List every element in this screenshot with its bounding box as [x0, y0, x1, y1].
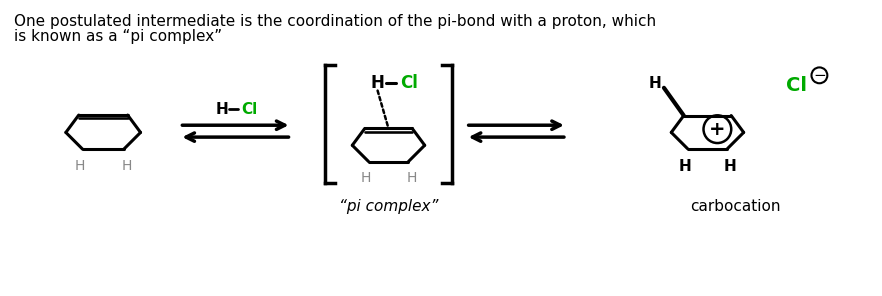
Text: Cl: Cl [400, 74, 418, 92]
Text: H: H [370, 74, 385, 92]
Text: H: H [648, 76, 662, 91]
Text: Cl: Cl [241, 102, 258, 117]
Text: H: H [361, 171, 370, 185]
Text: −: − [813, 68, 826, 83]
Text: H: H [678, 159, 691, 173]
Text: Cl: Cl [786, 76, 807, 95]
Text: H: H [407, 171, 416, 185]
Text: One postulated intermediate is the coordination of the pi-bond with a proton, wh: One postulated intermediate is the coord… [14, 14, 656, 29]
Text: “pi complex”: “pi complex” [339, 199, 438, 214]
Text: H: H [215, 102, 228, 117]
Text: H: H [122, 159, 132, 173]
Text: is known as a “pi complex”: is known as a “pi complex” [14, 29, 222, 44]
Text: carbocation: carbocation [690, 199, 781, 214]
Text: +: + [709, 120, 726, 139]
Text: H: H [74, 159, 85, 173]
Text: H: H [724, 159, 736, 173]
